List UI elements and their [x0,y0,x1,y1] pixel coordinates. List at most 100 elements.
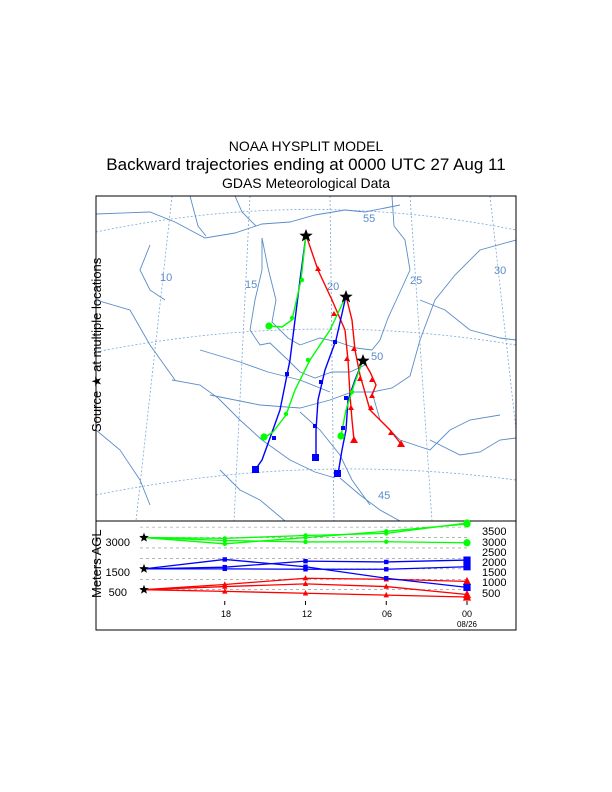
lon-label: 30 [494,265,506,277]
map-frame [95,195,517,522]
height-tick-label: 500 [482,588,500,600]
start-star-icon [139,563,149,573]
lon-label: 15 [245,279,257,291]
map-marker [260,433,268,441]
map-trajectories [254,234,402,475]
map-marker [350,436,358,443]
start-height-label: 1500 [106,567,130,579]
height-tick-label: 2000 [482,557,506,569]
height-point [384,576,389,581]
map-marker [283,411,289,417]
start-height-label: 3000 [106,537,130,549]
height-point [463,556,471,564]
height-point [303,539,308,545]
map-marker [334,470,341,477]
height-point [383,591,389,598]
source-star-icon [356,354,370,367]
lat-label: 50 [371,351,383,363]
map-marker [369,377,375,382]
height-point [303,535,308,540]
borders [96,196,516,521]
map-marker [315,266,321,271]
start-star-icon [139,532,149,542]
trajectory-3000-b [263,295,347,439]
height-point [303,558,308,564]
start-height-label: 500 [109,587,127,599]
source-star-icon [299,229,313,242]
map-marker [388,430,394,435]
map-marker [351,346,357,351]
hour-label: 06 [382,609,392,619]
lat-label: 45 [378,490,390,502]
height-point [384,539,389,544]
height-point [303,564,308,569]
height-tick-label: 3500 [482,526,506,538]
map-marker [289,315,295,321]
graticule-labels: 10 15 20 25 30 55 50 45 [160,213,506,502]
map-marker [349,389,355,395]
height-tick-label: 1500 [482,567,506,579]
date-label: 08/26 [457,620,478,629]
map-marker [313,424,317,428]
height-panel-frame [95,520,517,631]
height-tick-label: 1000 [482,577,506,589]
lat-label: 55 [363,213,375,225]
map-basemap: 10 15 20 25 30 55 50 45 [96,196,516,521]
hour-label: 12 [302,609,312,619]
height-x-ticks [224,601,468,605]
source-stars [299,229,370,367]
map-marker [341,426,345,430]
height-point [462,592,472,601]
map-marker [369,393,375,398]
lon-label: 25 [410,275,422,287]
height-point [222,588,228,594]
height-series [139,519,472,601]
height-point [463,563,471,571]
height-point [302,575,309,581]
height-point [384,529,389,534]
height-point [384,559,389,565]
height-point [222,557,227,562]
map-marker [333,340,337,344]
height-point [463,583,471,592]
graticule [96,196,516,521]
trajectory-500-b [345,295,402,445]
height-point [222,541,227,547]
chart-title: Backward trajectories ending at 0000 UTC… [106,155,506,174]
lon-label: 10 [160,272,172,284]
map-marker [312,454,319,461]
trajectory-3000-c [340,359,364,437]
map-marker [344,356,350,361]
height-tick-label: 2500 [482,547,506,559]
meteorological-data-label: GDAS Meteorological Data [221,175,391,191]
lon-label: 20 [327,281,339,293]
height-point [222,538,227,543]
height-tick-label: 3000 [482,537,506,549]
height-point [222,581,228,587]
height-point [463,520,471,528]
map-marker [252,466,259,473]
map-marker [272,436,276,440]
height-point [462,576,472,585]
map-marker [348,405,354,410]
height-x-labels: 18 12 06 00 08/26 [221,609,478,629]
height-point [463,539,471,547]
height-point [383,583,389,589]
map-marker [299,277,305,283]
height-point [302,580,309,587]
map-marker [319,380,323,384]
trajectory-1500-c [337,359,364,475]
trajectory-1500-b [315,295,347,458]
map-marker [368,405,374,410]
map-markers [252,266,405,477]
map-marker [331,311,337,316]
height-point [302,590,309,596]
height-point [303,567,308,572]
hour-label: 18 [221,609,231,619]
hour-label: 00 [462,609,472,619]
map-marker [397,440,405,447]
height-point [222,566,227,572]
map-marker [285,372,289,376]
trajectory-500-a [305,234,355,441]
height-point [384,567,389,572]
